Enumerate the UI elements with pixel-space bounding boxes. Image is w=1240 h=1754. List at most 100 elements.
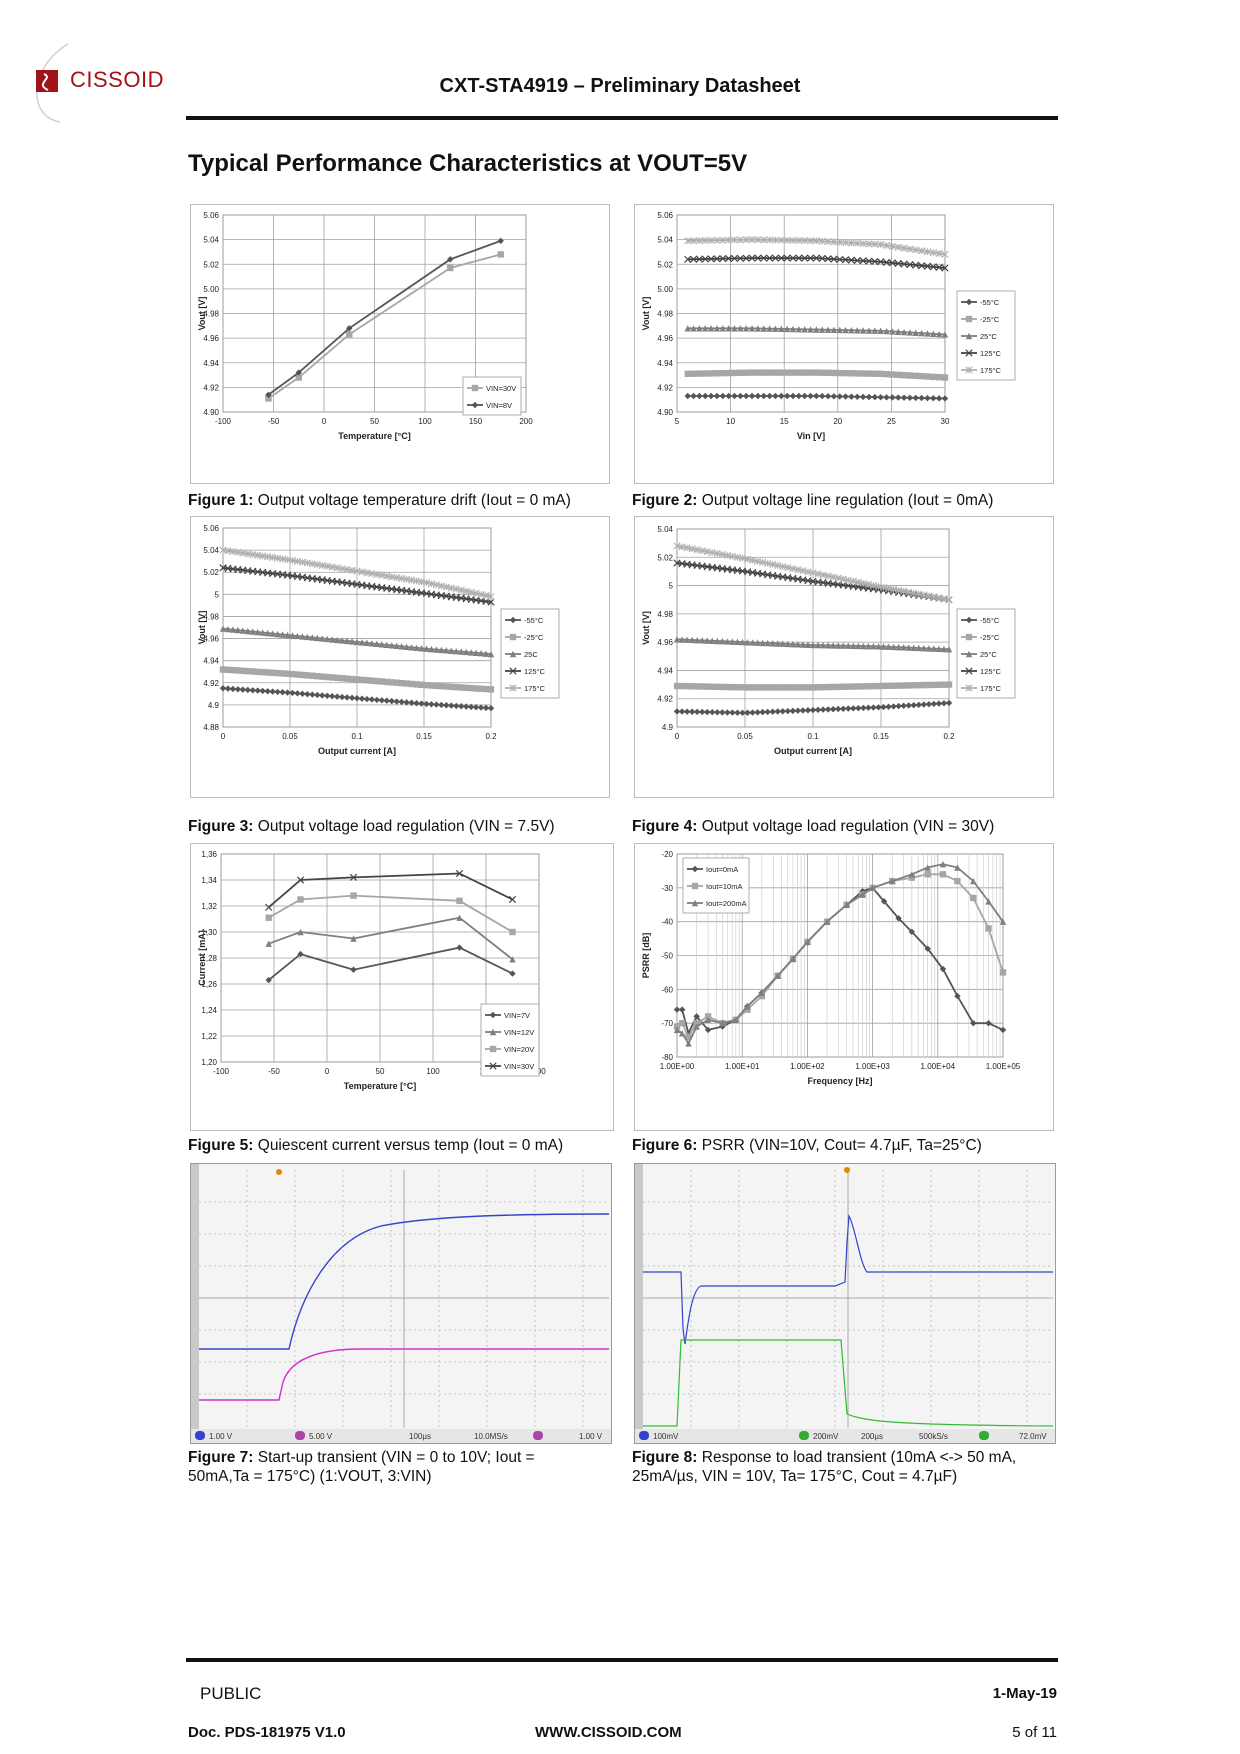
fig4-data-point (834, 705, 842, 713)
fig4-data-point (855, 642, 862, 650)
fig2-data-point (684, 237, 692, 245)
fig6-data-point (970, 877, 977, 885)
fig6-data-point (954, 877, 961, 885)
fig4-data-point (885, 643, 892, 650)
fig5-ytick-label: 1,22 (201, 1032, 217, 1041)
fig4-legend-label: 25°C (980, 650, 997, 659)
fig3-data-point (319, 635, 326, 642)
fig3-data-point (239, 627, 247, 634)
fig5-ytick-label: 1,26 (201, 980, 217, 989)
fig4-data-point (779, 640, 786, 647)
fig4-data-point (683, 636, 691, 643)
fig1-data-point (497, 237, 504, 245)
fig6-data-point (704, 1016, 712, 1023)
fig4-data-point (764, 684, 771, 691)
fig4-data-point (809, 684, 817, 691)
fig3-data-point (304, 672, 311, 679)
fig3-data-point (328, 693, 336, 700)
fig2-data-point (853, 239, 861, 247)
fig4-data-point (734, 684, 741, 691)
scope-fig8-rate: 500kS/s (919, 1432, 948, 1441)
fig4-data-point (900, 682, 907, 689)
fig2-data-point (789, 254, 797, 262)
fig4-data-point (845, 683, 852, 690)
fig1-ytick-label: 4.90 (203, 408, 219, 417)
fig3-legend-marker (509, 633, 517, 641)
fig4-legend-marker (965, 684, 973, 692)
fig2-data-point (935, 249, 943, 258)
fig3-data-point (487, 592, 495, 601)
fig1-ytick-label: 5.02 (203, 260, 219, 269)
fig2-data-point (906, 394, 914, 401)
fig2-data-point (830, 255, 838, 263)
fig6-data-point (685, 1040, 692, 1047)
fig4-data-point (724, 683, 731, 691)
fig4-xtick-label: 0.1 (807, 732, 819, 741)
fig2-data-point (731, 369, 738, 377)
fig4-data-point (673, 682, 681, 690)
fig1-legend: VIN=30V VIN=8V (462, 376, 522, 416)
fig1-xtick-label: 100 (418, 417, 432, 426)
fig1-xtick-label: 150 (469, 417, 483, 426)
fig2-data-point (906, 245, 914, 253)
fig6-ytick-label: -30 (661, 884, 673, 893)
fig3-data-point (453, 647, 460, 655)
fig3-data-point (358, 676, 366, 684)
fig2-data-point (707, 370, 715, 377)
fig2-data-point (730, 254, 739, 263)
logo: CISSOID (20, 36, 180, 126)
fig5-ytick-label: 1,24 (201, 1006, 217, 1015)
fig3-data-point (433, 682, 440, 690)
fig3-data-point (224, 666, 232, 674)
fig3-data-point (234, 626, 242, 634)
fig2-data-point (695, 255, 704, 263)
fig2-data-point (819, 326, 826, 333)
fig2-data-point (713, 370, 721, 377)
fig2-data-point (818, 254, 826, 263)
fig6-ytick-label: -60 (661, 985, 673, 994)
fig2-data-point (894, 243, 902, 251)
fig6-legend-marker (691, 882, 699, 890)
fig3-data-point (448, 702, 455, 709)
fig4-data-point (784, 684, 792, 691)
caption-fig2: Figure 2: Output voltage line regulation… (632, 492, 994, 509)
fig2-data-point (719, 369, 727, 377)
fig5-legend-marker (489, 1045, 497, 1053)
fig5-legend-marker (489, 1062, 497, 1070)
fig2-data-point (836, 255, 844, 264)
fig2-ytick-label: 4.94 (657, 359, 673, 368)
fig2-data-point (824, 369, 832, 377)
fig2-data-point (719, 236, 727, 244)
fig2-data-point (684, 255, 692, 263)
fig5-data-point (297, 896, 304, 903)
fig3-data-point (269, 630, 276, 637)
scope-fig7-svg: 1.00 V 5.00 V 100µs 10.0MS/s 1.00 V (191, 1164, 611, 1443)
fig2-data-point (883, 370, 890, 378)
fig5-data-point (297, 928, 304, 936)
fig6-svg: -80 -70 -60 -50 -40 -30 -20 1.00E+00 1.00E+01 1.0… (641, 850, 1021, 1086)
fig4-ytick-label: 4.96 (657, 638, 673, 647)
footer-rule (186, 1658, 1058, 1662)
fig3-data-point (289, 632, 296, 639)
fig6-data-point (744, 1006, 751, 1013)
fig3-data-point (438, 646, 445, 654)
fig2-data-point (760, 325, 767, 332)
fig2-data-point (906, 372, 914, 379)
fig2-data-point (795, 254, 803, 262)
fig4-data-point (784, 707, 792, 715)
fig3-data-point (433, 646, 440, 653)
fig5-legend-label: VIN=7V (504, 1011, 530, 1020)
fig1-xtick-label: -50 (268, 417, 280, 426)
fig4-data-point (673, 636, 681, 643)
section-title: Typical Performance Characteristics at V… (188, 150, 748, 177)
fig2-data-point (847, 256, 856, 264)
fig3-legend-label: 125°C (524, 667, 546, 676)
fig2-data-point (877, 240, 885, 249)
fig2-data-point (924, 330, 931, 337)
footer-page: 5 of 11 (1012, 1724, 1057, 1741)
fig2-svg: 4.90 4.92 4.94 4.96 4.98 5.00 5.02 5.04 5.06 5 10 1… (641, 211, 1016, 441)
fig3-data-point (333, 636, 341, 644)
fig4-ytick-label: 5 (669, 582, 674, 591)
fig4-legend-marker (965, 650, 973, 658)
fig2-ytick-label: 5.02 (657, 260, 673, 269)
